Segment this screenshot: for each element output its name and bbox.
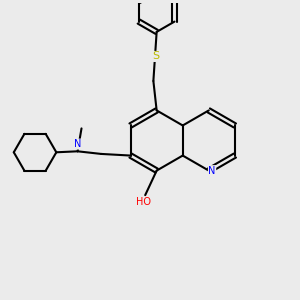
Text: N: N — [74, 139, 81, 149]
Text: N: N — [208, 166, 216, 176]
Text: HO: HO — [136, 197, 152, 207]
Text: S: S — [152, 51, 160, 62]
